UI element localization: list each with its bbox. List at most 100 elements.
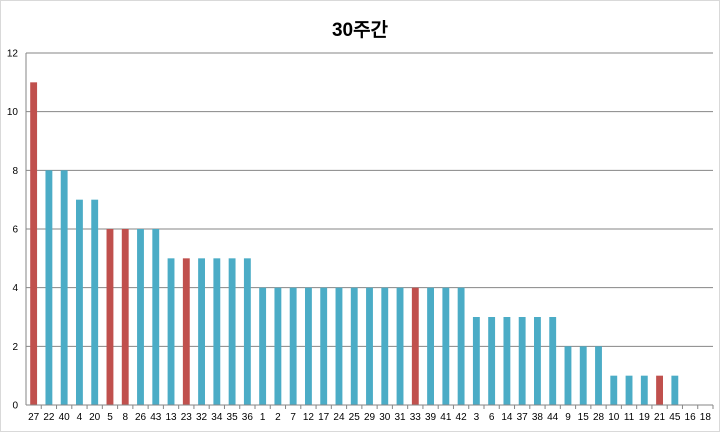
x-tick-label: 16	[685, 412, 697, 423]
y-tick-labels: 0 2 4 6 8 10 12	[7, 49, 19, 412]
bar-29	[366, 287, 373, 405]
x-tick-label: 29	[364, 412, 376, 423]
x-tick-label: 36	[242, 412, 254, 423]
x-tick-label: 2	[275, 412, 281, 423]
x-tick-label: 30	[379, 412, 391, 423]
x-tick-label: 12	[303, 412, 315, 423]
bar-34	[213, 258, 221, 405]
y-tick-label: 0	[12, 401, 18, 412]
bar-38	[534, 317, 541, 405]
x-tick-label: 42	[456, 412, 468, 423]
bar-35	[228, 258, 236, 405]
x-tick-label: 14	[501, 412, 513, 423]
bar-40	[60, 170, 68, 405]
y-tick-label: 6	[12, 225, 18, 236]
x-tick-label: 37	[517, 412, 529, 423]
bar-25	[350, 287, 358, 405]
bar-39	[427, 287, 434, 405]
x-tick-label: 7	[290, 412, 296, 423]
bar-23	[182, 258, 190, 405]
axes	[25, 53, 714, 409]
x-tick-label: 13	[165, 412, 177, 423]
bar-6	[488, 317, 496, 405]
x-tick-label: 39	[425, 412, 437, 423]
x-tick-label: 27	[28, 412, 40, 423]
bar-33	[411, 287, 419, 405]
y-tick-label: 12	[7, 49, 19, 60]
x-tick-label: 24	[333, 412, 345, 423]
x-tick-label: 43	[150, 412, 162, 423]
x-tick-label: 10	[608, 412, 620, 423]
x-tick-label: 4	[77, 412, 83, 423]
x-tick-label: 22	[43, 412, 55, 423]
bar-15	[579, 346, 587, 405]
bar-45	[671, 375, 679, 405]
bar-36	[243, 258, 251, 405]
bar-19	[640, 375, 648, 405]
bar-20	[91, 199, 99, 405]
bar-8	[121, 229, 129, 405]
x-tick-label: 44	[547, 412, 559, 423]
bar-21	[656, 375, 663, 405]
x-tick-labels: 27 22 40 4 20 5 8 26 43 13 23 32 34 35 36 1 2 7 12 17 24 25 29…	[28, 412, 711, 423]
bar-22	[45, 170, 53, 405]
x-tick-label: 9	[565, 412, 571, 423]
chart-title: 30주간	[331, 20, 389, 41]
y-tick-label: 2	[12, 342, 18, 353]
x-tick-label: 5	[107, 412, 113, 423]
x-tick-label: 41	[440, 412, 452, 423]
y-tick-label: 4	[12, 283, 18, 294]
x-tick-label: 1	[260, 412, 266, 423]
bar-13	[167, 258, 175, 405]
bar-37	[518, 317, 526, 405]
x-tick-label: 19	[639, 412, 651, 423]
y-tick-label: 10	[7, 107, 19, 118]
x-tick-label: 38	[532, 412, 544, 423]
x-tick-label: 31	[394, 412, 406, 423]
x-tick-label: 17	[318, 412, 330, 423]
bar-28	[595, 346, 602, 405]
x-tick-label: 26	[135, 412, 147, 423]
bar-43	[152, 229, 160, 405]
bar-41	[442, 287, 450, 405]
bars	[30, 82, 679, 405]
bar-17	[320, 287, 328, 405]
x-tick-label: 20	[89, 412, 101, 423]
bar-14	[503, 317, 511, 405]
bar-24	[335, 287, 343, 405]
x-tick-label: 8	[122, 412, 128, 423]
x-tick-label: 21	[654, 412, 666, 423]
bar-10	[610, 375, 618, 405]
x-tick-label: 11	[624, 412, 635, 423]
x-tick-label: 35	[227, 412, 239, 423]
bar-5	[106, 229, 114, 405]
bar-1	[259, 287, 267, 405]
bar-26	[137, 229, 144, 405]
bar-3	[472, 317, 480, 405]
y-tick-label: 8	[12, 166, 18, 177]
bar-4	[76, 199, 83, 405]
x-tick-label: 28	[593, 412, 605, 423]
x-tick-label: 33	[410, 412, 422, 423]
bar-12	[305, 287, 312, 405]
x-tick-label: 25	[349, 412, 361, 423]
bar-31	[396, 287, 404, 405]
bar-32	[198, 258, 205, 405]
x-tick-label: 45	[669, 412, 681, 423]
bar-27	[30, 82, 38, 405]
x-tick-label: 23	[181, 412, 193, 423]
bar-2	[274, 287, 282, 405]
bar-11	[625, 375, 633, 405]
x-tick-label: 15	[578, 412, 590, 423]
bar-42	[457, 287, 465, 405]
bar-44	[549, 317, 557, 405]
bar-9	[564, 346, 572, 405]
bar-7	[289, 287, 297, 405]
x-tick-label: 32	[196, 412, 208, 423]
x-tick-label: 3	[474, 412, 480, 423]
x-tick-label: 40	[59, 412, 71, 423]
x-tick-label: 34	[211, 412, 223, 423]
x-tick-label: 6	[489, 412, 495, 423]
